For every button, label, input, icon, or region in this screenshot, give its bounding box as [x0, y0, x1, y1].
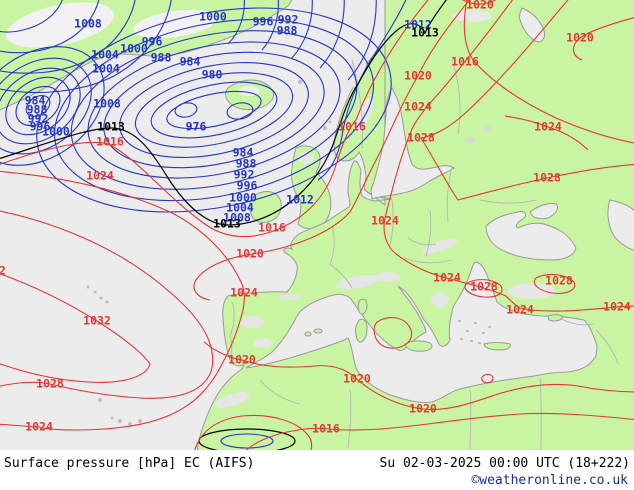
- copyright-link[interactable]: ©weatheronline.co.uk: [471, 473, 628, 488]
- terrain-shading: [6, 2, 556, 408]
- isobars-high-pressure: [0, 0, 634, 450]
- islands: [304, 298, 564, 352]
- chart-title: Surface pressure [hPa] EC (AIFS): [4, 456, 255, 471]
- sea-white-sea: [518, 7, 545, 43]
- isobar-morocco-low-blue: [220, 433, 274, 449]
- sea-caspian: [607, 199, 634, 251]
- pressure-map: [0, 0, 634, 450]
- sea-azov: [529, 203, 559, 220]
- island-crete: [483, 342, 511, 351]
- island-mallorca: [313, 328, 323, 334]
- sea-mediterranean: [245, 261, 598, 403]
- island-ibiza: [304, 331, 312, 337]
- island-cyprus: [547, 314, 564, 322]
- footer-bar: Surface pressure [hPa] EC (AIFS) Su 02-0…: [0, 450, 634, 490]
- country-borders: [229, 59, 619, 450]
- island-sicily: [404, 340, 433, 352]
- enclosed-seas: [245, 7, 634, 403]
- sea-black-sea: [485, 211, 577, 261]
- sea-baltic: [370, 87, 455, 200]
- island-sardinia: [355, 318, 368, 343]
- valid-time: Su 02-03-2025 00:00 UTC (18+222): [379, 456, 630, 471]
- isobars-low-pressure: [0, 0, 407, 449]
- island-corsica: [357, 298, 368, 315]
- small-islands-lakes: [86, 80, 492, 426]
